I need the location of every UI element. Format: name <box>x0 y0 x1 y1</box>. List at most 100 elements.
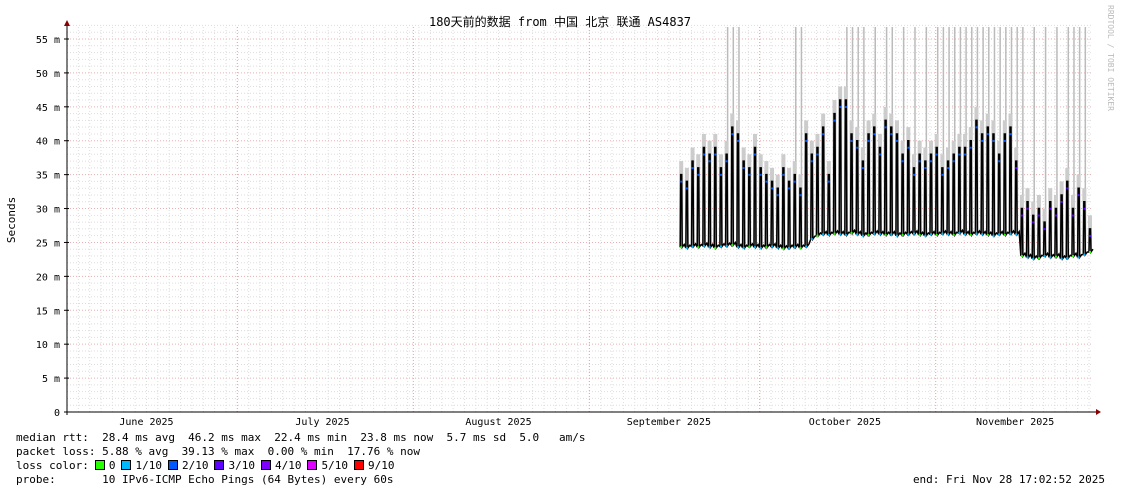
loss-marker <box>680 246 683 249</box>
y-tick-label: 45 m <box>36 103 60 114</box>
loss-marker <box>827 233 830 236</box>
loss-marker <box>901 160 904 163</box>
loss-marker <box>805 139 808 142</box>
loss-color-label: 1/10 <box>135 459 162 472</box>
loss-color-label: loss color: <box>16 459 89 472</box>
loss-marker <box>736 246 739 249</box>
loss-color-swatch <box>353 460 364 470</box>
axes: 0 5 m 10 m 15 m 20 m 25 m 30 m 35 m 40 m 45 m 50 m… <box>36 20 1101 428</box>
y-tick-label: 40 m <box>36 137 60 148</box>
y-tick-label: 30 m <box>36 205 60 216</box>
loss-marker <box>1089 234 1091 237</box>
loss-marker <box>861 167 864 170</box>
loss-marker <box>776 246 779 249</box>
median-rtt-stats: median rtt: 28.4 ms avg 46.2 ms max 22.4… <box>16 431 586 444</box>
y-tick-label: 20 m <box>36 272 60 283</box>
loss-marker <box>788 246 791 249</box>
loss-marker <box>833 232 836 235</box>
loss-marker <box>947 233 950 236</box>
loss-marker <box>986 233 989 236</box>
loss-marker <box>924 167 927 170</box>
loss-color-label: 9/10 <box>367 459 395 472</box>
x-tick-label: August 2025 <box>465 417 531 428</box>
loss-marker <box>839 233 842 236</box>
loss-marker <box>725 160 728 163</box>
loss-marker <box>1054 255 1057 258</box>
loss-marker <box>810 238 813 241</box>
y-axis-arrow <box>64 20 70 26</box>
end-time: end: Fri Nov 28 17:02:52 2025 <box>912 473 1105 486</box>
loss-marker <box>776 194 779 197</box>
loss-marker <box>844 106 847 109</box>
y-tick-label: 10 m <box>36 340 60 351</box>
loss-color-swatch <box>307 460 318 470</box>
loss-marker <box>742 246 745 249</box>
loss-marker <box>941 232 944 235</box>
loss-marker <box>850 231 853 234</box>
loss-marker <box>822 133 825 136</box>
loss-marker <box>873 232 876 235</box>
loss-marker <box>685 246 688 249</box>
loss-marker <box>895 139 898 142</box>
loss-color-label: 4/10 <box>274 459 302 472</box>
loss-marker <box>901 233 904 236</box>
loss-marker <box>754 153 757 156</box>
loss-marker <box>788 187 791 190</box>
loss-marker <box>907 233 910 236</box>
loss-marker <box>1077 256 1080 259</box>
loss-color-label: 0 <box>108 459 116 472</box>
loss-marker <box>1032 257 1035 260</box>
loss-marker <box>765 180 768 183</box>
loss-marker <box>969 233 972 236</box>
loss-marker <box>702 244 705 247</box>
loss-marker <box>719 245 722 248</box>
loss-marker <box>912 232 915 235</box>
loss-marker <box>884 126 887 129</box>
loss-marker <box>680 180 683 183</box>
loss-marker <box>833 119 836 122</box>
x-tick-label: September 2025 <box>627 417 711 428</box>
loss-marker <box>935 153 938 156</box>
loss-marker <box>736 139 739 142</box>
loss-color-label: 5/10 <box>321 459 348 472</box>
loss-marker <box>782 173 785 176</box>
loss-marker <box>964 233 967 236</box>
y-tick-label: 55 m <box>36 35 60 46</box>
loss-marker <box>998 233 1001 236</box>
loss-marker <box>873 133 876 136</box>
loss-marker <box>799 246 802 249</box>
loss-marker <box>748 173 751 176</box>
y-tick-label: 0 <box>54 408 60 419</box>
loss-marker <box>1071 255 1074 258</box>
loss-marker <box>793 180 796 183</box>
loss-marker <box>771 187 774 190</box>
loss-marker <box>935 233 938 236</box>
loss-marker <box>719 173 722 176</box>
loss-marker <box>708 160 711 163</box>
loss-marker <box>1066 187 1069 190</box>
loss-color-legend: loss color: 0 1/10 2/10 3/10 4/10 5/10 9/10 <box>16 459 394 472</box>
loss-marker <box>867 139 870 142</box>
loss-marker <box>998 160 1001 163</box>
y-tick-label: 50 m <box>36 69 60 80</box>
loss-marker <box>964 153 967 156</box>
loss-marker <box>912 173 915 176</box>
loss-marker <box>986 133 989 136</box>
loss-marker <box>930 160 933 163</box>
loss-marker <box>1054 214 1057 217</box>
loss-marker <box>1060 257 1063 260</box>
loss-marker <box>799 194 802 197</box>
loss-marker <box>839 106 842 109</box>
loss-color-swatch <box>121 460 132 470</box>
loss-marker <box>844 233 847 236</box>
loss-marker <box>930 233 933 236</box>
loss-marker <box>708 246 711 249</box>
loss-marker <box>1043 228 1046 231</box>
loss-marker <box>975 126 978 129</box>
loss-marker <box>1066 257 1069 260</box>
loss-marker <box>884 233 887 236</box>
x-tick-label: July 2025 <box>295 417 349 428</box>
loss-marker <box>759 246 762 249</box>
loss-marker <box>850 139 853 142</box>
loss-marker <box>1083 207 1086 210</box>
